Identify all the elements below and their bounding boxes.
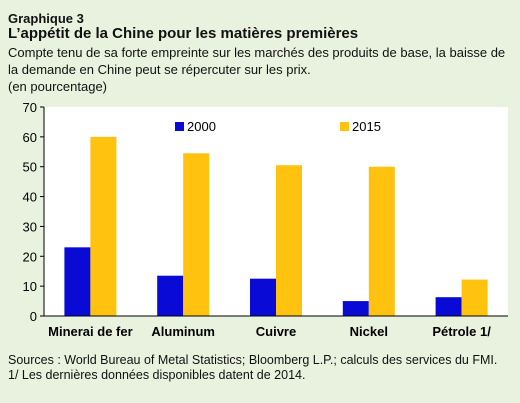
- chart-footer: Sources : World Bureau of Metal Statisti…: [8, 353, 513, 383]
- bar-2000: [157, 275, 184, 316]
- bar-2015: [183, 153, 210, 316]
- legend-label-2000: 2000: [187, 119, 216, 134]
- bar-2000: [64, 247, 91, 316]
- bar-2015: [90, 136, 117, 316]
- footnote: 1/ Les dernières données disponibles dat…: [8, 368, 306, 382]
- x-tick-label: Minerai de fer: [48, 324, 133, 339]
- y-tick-label: 60: [23, 130, 37, 145]
- y-tick-label: 10: [23, 279, 37, 294]
- y-tick-label: 0: [30, 309, 37, 324]
- chart-title: L’appétit de la Chine pour les matières …: [8, 25, 359, 42]
- bar-2000: [342, 301, 369, 316]
- bar-2015: [461, 279, 488, 316]
- bar-2015: [368, 166, 395, 316]
- x-tick-label: Nickel: [350, 324, 388, 339]
- legend-swatch-2000: [175, 122, 184, 131]
- y-tick-label: 40: [23, 190, 37, 205]
- sources-note: Sources : World Bureau of Metal Statisti…: [8, 353, 498, 367]
- unit-label: (en pourcentage): [8, 79, 108, 94]
- y-tick-label: 50: [23, 160, 37, 175]
- bar-2015: [276, 165, 302, 316]
- x-tick-label: Pétrole 1/: [432, 324, 491, 339]
- x-tick-label: Cuivre: [256, 324, 296, 339]
- chart-eyebrow: Graphique 3: [8, 11, 84, 26]
- legend-label-2015: 2015: [352, 119, 381, 134]
- bar-2000: [250, 278, 276, 316]
- y-tick-label: 20: [23, 249, 37, 264]
- y-tick-label: 70: [23, 100, 37, 115]
- x-tick-label: Aluminum: [151, 324, 215, 339]
- y-tick-label: 30: [23, 219, 37, 234]
- legend-swatch-2015: [340, 122, 349, 131]
- bar-2000: [435, 297, 462, 316]
- chart-subtitle: Compte tenu de sa forte empreinte sur le…: [8, 45, 506, 77]
